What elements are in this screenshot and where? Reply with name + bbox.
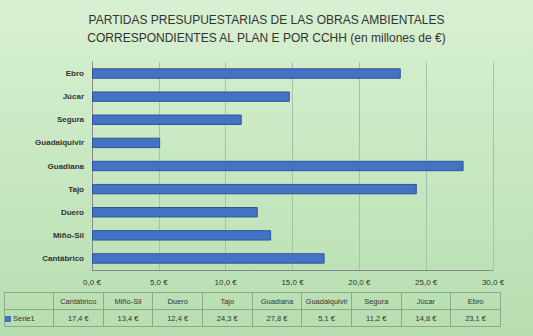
svg-text:PARTIDAS PRESUPUESTARIAS DE LA: PARTIDAS PRESUPUESTARIAS DE LAS OBRAS AM… <box>89 13 445 27</box>
svg-text:Cantábrico: Cantábrico <box>42 254 84 263</box>
svg-text:Duero: Duero <box>61 208 84 217</box>
svg-text:Miño-Sil: Miño-Sil <box>53 231 84 240</box>
svg-text:30,0 €: 30,0 € <box>482 278 505 287</box>
html-text:Serie1: Serie1 <box>13 313 35 323</box>
html-text:11,2 €: 11,2 € <box>366 313 387 323</box>
svg-text:Guadalquivir: Guadalquivir <box>35 138 84 147</box>
html-text:17,4 €: 17,4 € <box>67 313 89 323</box>
svg-text:5,0 €: 5,0 € <box>150 278 168 287</box>
html-text:12,4 €: 12,4 € <box>167 313 189 323</box>
svg-text:10,0 €: 10,0 € <box>215 278 238 287</box>
svg-text:20,0 €: 20,0 € <box>348 278 371 287</box>
html-text:14,8 €: 14,8 € <box>415 313 437 323</box>
html-text:Miño-Sil: Miño-Sil <box>114 296 142 306</box>
html-text:13,4 €: 13,4 € <box>117 313 139 323</box>
html-text:5,1 €: 5,1 € <box>318 313 335 323</box>
html-text:Duero: Duero <box>167 296 188 306</box>
html-text:Tajo: Tajo <box>220 296 235 306</box>
svg-text:Segura: Segura <box>57 115 85 124</box>
html-text:Ebro: Ebro <box>467 296 484 306</box>
html-text:Guadalquivir: Guadalquivir <box>305 296 348 306</box>
svg-text:15,0 €: 15,0 € <box>281 278 304 287</box>
svg-text:Tajo: Tajo <box>68 185 84 194</box>
svg-text:Júcar: Júcar <box>63 92 84 101</box>
svg-text:CORRESPONDIENTES AL PLAN E POR: CORRESPONDIENTES AL PLAN E POR CCHH (en … <box>87 31 445 45</box>
svg-text:25,0 €: 25,0 € <box>415 278 438 287</box>
html-text:Guadiana: Guadiana <box>260 296 294 306</box>
svg-text:Ebro: Ebro <box>66 69 84 78</box>
html-text:24,3 €: 24,3 € <box>216 313 238 323</box>
html-text:Júcar: Júcar <box>416 296 436 306</box>
html-text:23,1 €: 23,1 € <box>465 313 486 323</box>
html-text:Segura: Segura <box>364 296 389 306</box>
html-text:27,8 €: 27,8 € <box>266 313 288 323</box>
svg-text:0,0 €: 0,0 € <box>83 278 101 287</box>
html-text:Cantábrico: Cantábrico <box>60 296 97 306</box>
svg-text:Guadiana: Guadiana <box>48 162 85 171</box>
